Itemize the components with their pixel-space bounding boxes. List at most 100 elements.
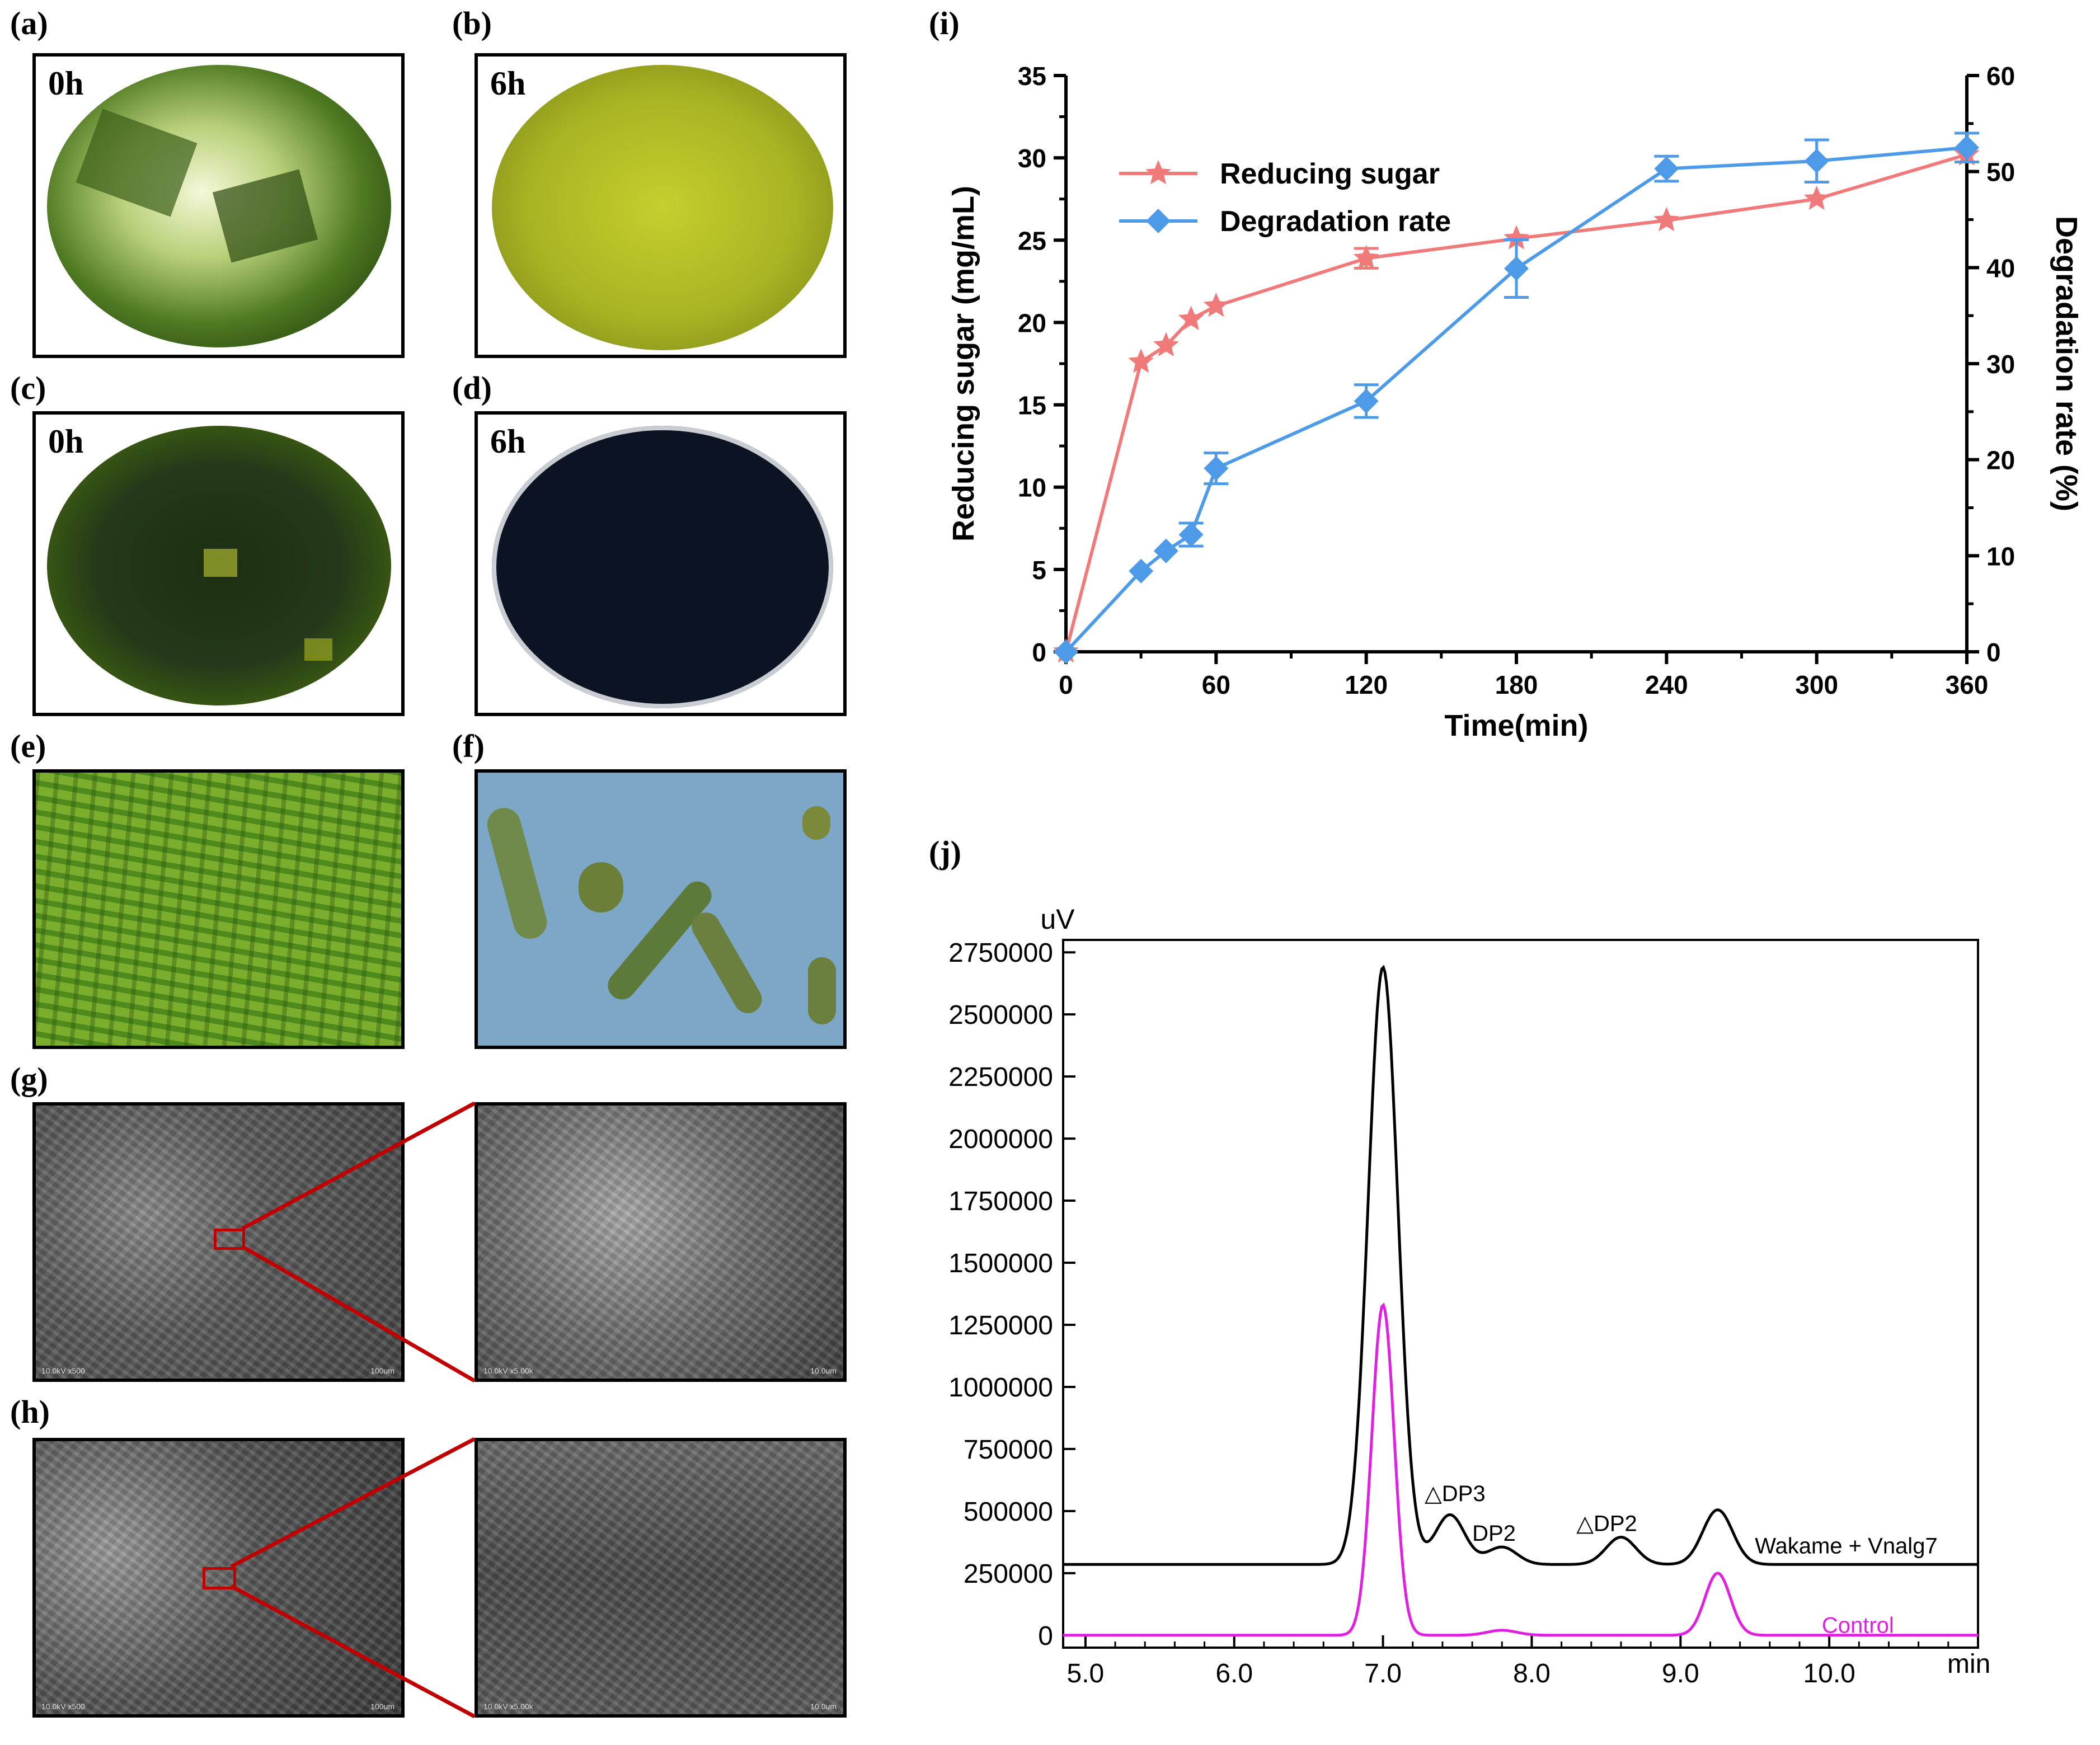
chart-j-ytick-label: 1250000: [948, 1311, 1053, 1341]
chart-i-y2tick-label: 20: [1986, 446, 2015, 475]
photo-panel-c: 0h: [32, 411, 405, 716]
wakame-vnalg7-trace: [1063, 965, 1978, 1566]
chart-i-y2label: Degradation rate (%): [2050, 216, 2083, 511]
reducing-sugar-point: [1153, 332, 1179, 356]
chart-j-svg: 0 250000 500000 750000 1000000 1250000 1500000…: [948, 904, 1990, 1688]
chart-j-ytick-label: 2500000: [948, 1000, 1053, 1030]
reducing-sugar-point: [1178, 305, 1204, 330]
chart-i-ytick-label: 0: [1032, 638, 1046, 667]
panel-label-a: (a): [10, 5, 48, 41]
micrograph-panel-e: [32, 769, 405, 1049]
time-label-d: 6h: [490, 423, 526, 460]
sem-scale-g-left: 100um: [370, 1366, 394, 1375]
chart-i-legend: Reducing sugar Degradation rate: [1119, 158, 1451, 238]
panel-label-i: (i): [929, 5, 960, 41]
chart-i-xtick-label: 0: [1059, 670, 1073, 699]
panel-label-j: (j): [929, 834, 961, 871]
annotation-delta-dp2: △DP2: [1576, 1511, 1637, 1536]
chart-i-y2tick-label: 0: [1986, 638, 2001, 667]
chart-i-xtick-label: 60: [1202, 670, 1230, 699]
degradation-rate-point: [1146, 209, 1171, 233]
panel-label-d: (d): [452, 370, 492, 406]
sem-image-g-zoom: 10.0kV x5.00k 10.0um: [475, 1102, 847, 1382]
chart-j-ytick-label: 0: [1038, 1621, 1053, 1651]
micrograph-panel-f: [475, 769, 847, 1049]
reducing-sugar-point: [1128, 349, 1154, 373]
degradation-rate-point: [1178, 522, 1204, 547]
chart-j-xtick-label: 6.0: [1215, 1659, 1253, 1688]
chart-j-axes: 0 250000 500000 750000 1000000 1250000 1500000…: [948, 938, 1979, 1688]
chart-j-ytick-label: 500000: [964, 1497, 1053, 1527]
chart-i-ylabel: Reducing sugar (mg/mL): [947, 186, 980, 542]
series-label-wakame: Wakame + Vnalg7: [1755, 1534, 1937, 1558]
degradation-rate-point: [1804, 148, 1829, 173]
legend-entry: Degradation rate: [1220, 205, 1451, 238]
chart-j-ytick-label: 1000000: [948, 1373, 1053, 1403]
chart-j-xtick-label: 8.0: [1513, 1659, 1551, 1688]
time-label-b: 6h: [490, 65, 526, 102]
panel-label-f: (f): [452, 728, 485, 764]
chart-i-xlabel: Time(min): [1444, 709, 1588, 742]
chart-j-xtick-label: 9.0: [1662, 1659, 1699, 1688]
time-label-a: 0h: [48, 65, 84, 102]
chart-j-ytick-label: 1750000: [948, 1187, 1053, 1216]
degradation-rate-point: [1354, 388, 1379, 413]
chart-j-ytick-label: 1500000: [948, 1249, 1053, 1278]
chart-i-ytick-label: 30: [1018, 144, 1046, 173]
chart-i-ytick-label: 15: [1018, 391, 1046, 420]
panel-label-e: (e): [10, 728, 46, 764]
chart-i-ytick-label: 10: [1018, 473, 1046, 502]
sem-image-h-zoom: 10.0kV x5.00k 10.0um: [475, 1438, 847, 1718]
photo-panel-b: 6h: [475, 53, 847, 358]
sem-image-g-overview: 10.0kV x500 100um: [32, 1102, 405, 1382]
chart-i-y2tick-label: 60: [1986, 62, 2015, 91]
reducing-sugar-point: [1803, 185, 1830, 210]
reducing-sugar-point: [1203, 293, 1229, 317]
sem-scale-g-right: 10.0um: [810, 1366, 837, 1375]
reducing-sugar-point: [1653, 207, 1680, 232]
chart-i-y2tick-label: 50: [1986, 158, 2015, 187]
chart-i-ytick-label: 35: [1018, 62, 1046, 91]
chart-i-xtick-label: 300: [1795, 670, 1838, 699]
chart-j-ytick-label: 750000: [964, 1435, 1053, 1465]
panel-label-b: (b): [452, 5, 492, 41]
legend-entry: Reducing sugar: [1220, 158, 1440, 190]
chart-i-svg: 0 5 10 15 20 25 30 35 0 10 20 30 40 50 60 0 60 120 180 240 3…: [947, 62, 2083, 742]
series-label-control: Control: [1822, 1613, 1894, 1638]
control-trace: [1063, 1302, 1978, 1637]
chart-i-xtick-label: 360: [1946, 670, 1989, 699]
chart-i-xtick-label: 180: [1495, 670, 1538, 699]
chart-j-ytick-label: 250000: [964, 1559, 1053, 1589]
sem-caption-g-left: 10.0kV x500: [41, 1366, 85, 1375]
degradation-rate-line: [1064, 145, 1967, 653]
photo-panel-d: 6h: [475, 411, 847, 716]
chart-i-y2tick-label: 30: [1986, 350, 2015, 379]
degradation-rate-point: [1504, 256, 1529, 281]
sem-caption-h-left: 10.0kV x500: [41, 1702, 85, 1711]
reducing-sugar-point: [1504, 225, 1529, 250]
chart-i-ytick-label: 25: [1018, 226, 1046, 255]
degradation-rate-point: [1054, 639, 1078, 664]
sem-caption-g-right: 10.0kV x5.00k: [483, 1366, 533, 1375]
chart-j-xlabel: min: [1947, 1649, 1990, 1679]
sem-scale-h-right: 10.0um: [810, 1702, 837, 1711]
degradation-rate-point: [1204, 456, 1229, 481]
chart-i-y2tick-label: 10: [1986, 542, 2015, 571]
panel-label-h: (h): [10, 1394, 50, 1430]
chart-i-ytick-label: 5: [1032, 556, 1046, 585]
panel-label-g: (g): [10, 1061, 48, 1097]
chart-j-xtick-label: 7.0: [1364, 1659, 1402, 1688]
chart-j-frame: [1062, 939, 1979, 1649]
chart-j-xtick-label: 5.0: [1067, 1659, 1105, 1688]
reducing-sugar-point: [1353, 244, 1379, 270]
chart-j-ytick-label: 2250000: [948, 1062, 1053, 1092]
annotation-dp2: DP2: [1472, 1521, 1516, 1546]
chart-j-ytick-label: 2000000: [948, 1125, 1053, 1154]
sem-image-h-overview: 10.0kV x500 100um: [32, 1438, 405, 1718]
photo-panel-a: 0h: [32, 53, 405, 358]
chart-j-xtick-label: 10.0: [1803, 1659, 1855, 1688]
chart-i-axes: 0 5 10 15 20 25 30 35 0 10 20 30 40 50 60 0 60 120 180 240 3…: [1018, 62, 2015, 699]
zoom-connector-lines: [230, 1101, 476, 1719]
reducing-sugar-line: [1064, 153, 1967, 652]
chart-i-y2tick-label: 40: [1986, 253, 2015, 283]
